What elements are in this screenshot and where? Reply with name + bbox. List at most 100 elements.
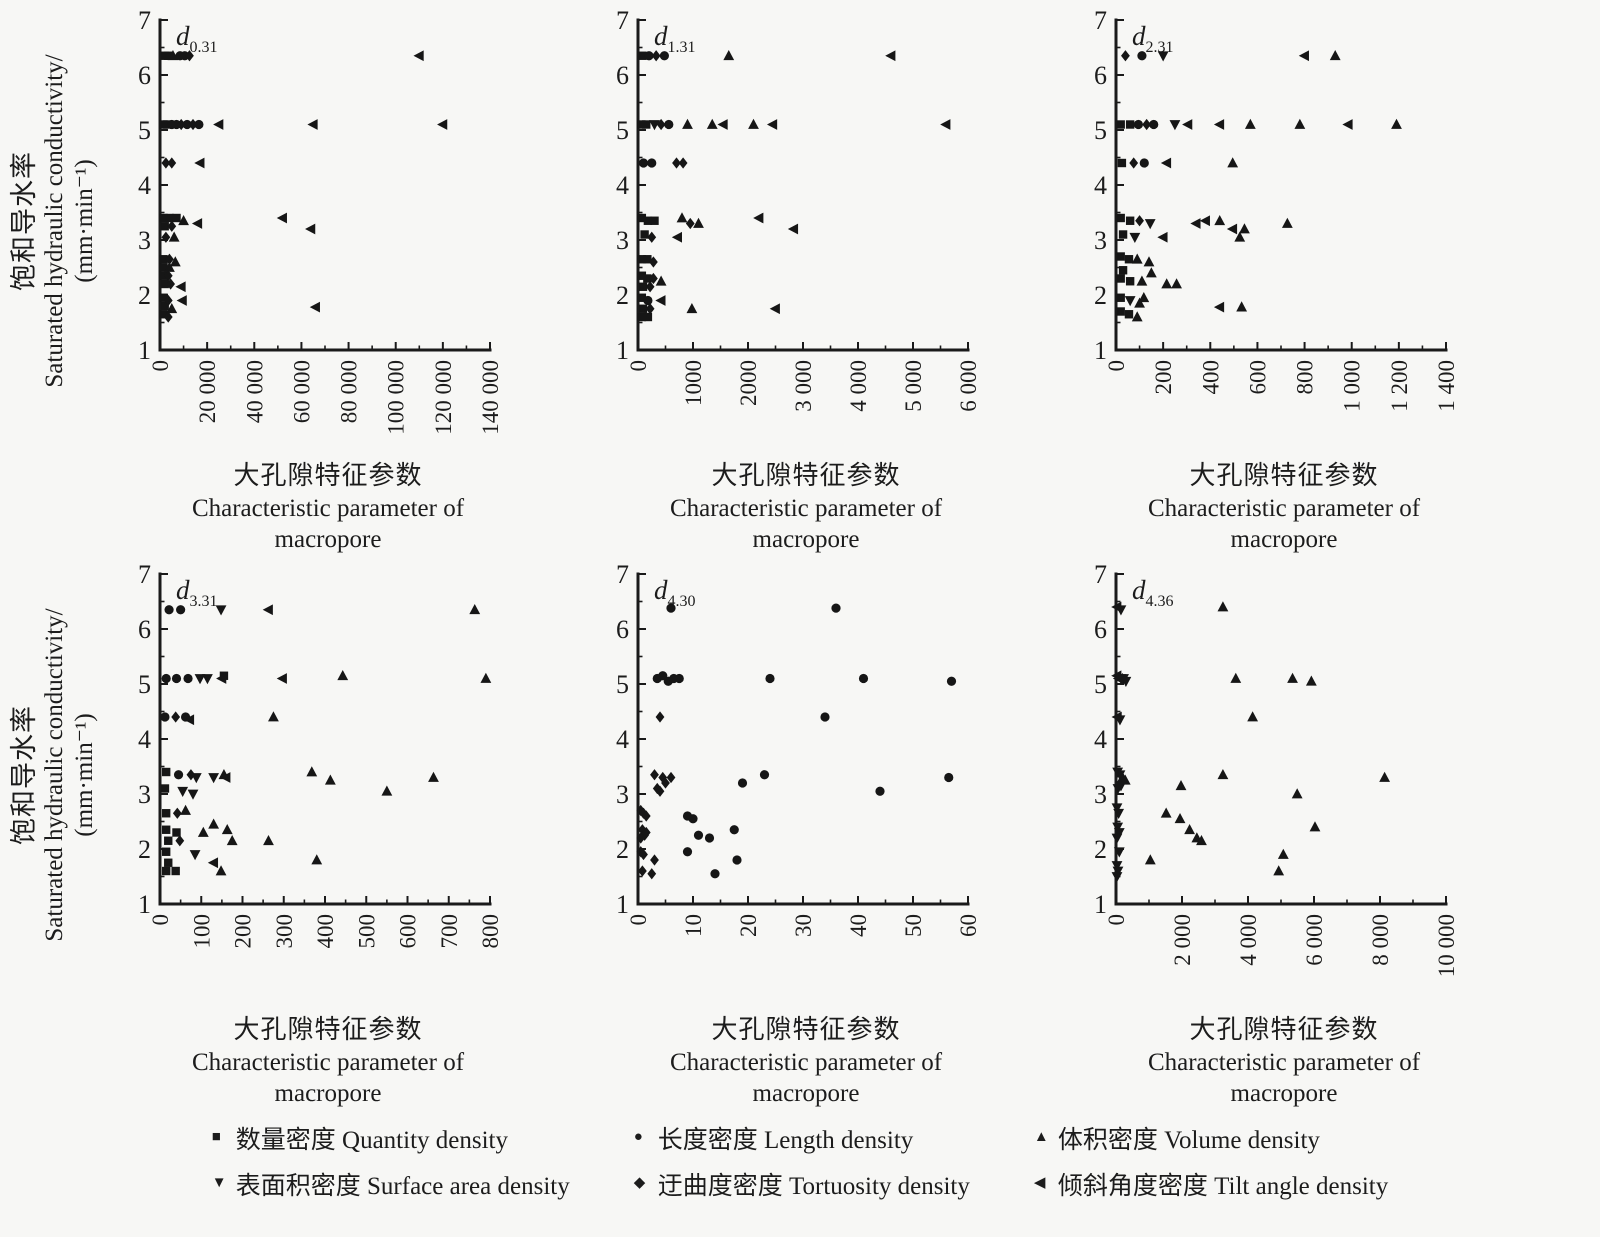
svg-text:1 200: 1 200 [1387, 360, 1412, 412]
scatter-panel-d3-31: 1 2 3 4 5 6 7 0 100 200 300 400 500 600 700 800 d3.31 大孔… [112, 560, 590, 1110]
scatter-plot-d4-36: 1 2 3 4 5 6 7 0 2 000 4 000 6 000 8 000 10 000 d4.36 [1094, 560, 1458, 977]
scatter-plot-d4-30: 1 2 3 4 5 6 7 0 10 20 30 40 50 60 d4.30 [616, 560, 980, 937]
svg-text:4: 4 [138, 171, 151, 200]
svg-text:7: 7 [616, 6, 629, 35]
scatter-panel-d1-31: 1 2 3 4 5 6 7 0 1000 2000 3 000 4 000 5 000 6 000 d1.3… [590, 6, 1068, 556]
svg-text:600: 600 [1245, 360, 1270, 395]
svg-text:700: 700 [437, 914, 462, 949]
caption-zh: 大孔隙特征参数 [233, 1014, 423, 1044]
legend-item-volume-density: ▲ 体积密度 Volume density [1034, 1120, 1388, 1156]
caption-en-1: Characteristic parameter of [669, 494, 943, 522]
x-axis-caption: 大孔隙特征参数 Characteristic parameter of macr… [112, 1014, 502, 1110]
svg-text:1: 1 [1094, 890, 1107, 919]
svg-text:4: 4 [1094, 725, 1107, 754]
legend-label: 表面积密度 Surface area density [235, 1172, 570, 1200]
svg-text:4: 4 [616, 725, 629, 754]
svg-text:d4.30: d4.30 [654, 575, 696, 610]
svg-text:20: 20 [736, 914, 761, 937]
svg-text:1 000: 1 000 [1340, 360, 1365, 412]
legend-column-3: ▲ 体积密度 Volume density ◀ 倾斜角度密度 Tilt angl… [1034, 1120, 1388, 1202]
svg-text:300: 300 [272, 914, 297, 949]
svg-text:1: 1 [616, 336, 629, 365]
svg-text:4 000: 4 000 [846, 360, 871, 412]
y-axis-label-block: 饱和导水率 Saturated hydraulic conductivity/ … [0, 6, 112, 466]
svg-text:5: 5 [616, 670, 629, 699]
svg-text:600: 600 [396, 914, 421, 949]
svg-text:2: 2 [1094, 281, 1107, 310]
caption-zh: 大孔隙特征参数 [711, 1014, 901, 1044]
figure-row-1: 饱和导水率 Saturated hydraulic conductivity/ … [0, 0, 1600, 556]
caption-en-2: macropore [752, 1080, 860, 1107]
svg-text:1 400: 1 400 [1434, 360, 1458, 412]
svg-text:100 000: 100 000 [384, 360, 409, 435]
svg-text:200: 200 [231, 914, 256, 949]
svg-text:1: 1 [616, 890, 629, 919]
scatter-plot-d2-31: 1 2 3 4 5 6 7 0 200 400 600 800 1 000 1 200 1 400 d2.31 [1094, 6, 1458, 412]
diamond-marker-icon: ◆ [633, 1175, 646, 1191]
svg-text:3: 3 [138, 780, 151, 809]
svg-text:10 000: 10 000 [1434, 914, 1458, 977]
square-marker-icon: ■ [211, 1129, 221, 1145]
svg-text:1: 1 [1094, 336, 1107, 365]
svg-text:2 000: 2 000 [1170, 914, 1195, 966]
circle-marker-icon: ● [633, 1129, 643, 1145]
svg-text:100: 100 [189, 914, 214, 949]
svg-text:7: 7 [138, 560, 151, 589]
svg-text:3: 3 [616, 780, 629, 809]
svg-text:7: 7 [1094, 6, 1107, 35]
svg-text:0: 0 [1104, 360, 1129, 372]
svg-text:6: 6 [1094, 61, 1107, 90]
caption-en-1: Characteristic parameter of [191, 494, 465, 522]
scatter-panel-d4-30: 1 2 3 4 5 6 7 0 10 20 30 40 50 60 d4.30 大孔隙特征参数 Charac… [590, 560, 1068, 1110]
svg-text:800: 800 [478, 914, 502, 949]
svg-text:50: 50 [901, 914, 926, 937]
x-axis-caption: 大孔隙特征参数 Characteristic parameter of macr… [112, 460, 502, 556]
caption-en-1: Characteristic parameter of [669, 1048, 943, 1076]
y-axis-label-zh: 饱和导水率 [9, 151, 39, 291]
svg-text:d0.31: d0.31 [176, 21, 218, 56]
caption-en-1: Characteristic parameter of [1147, 494, 1421, 522]
caption-en-2: macropore [752, 526, 860, 554]
svg-text:1: 1 [138, 890, 151, 919]
svg-text:3: 3 [138, 226, 151, 255]
legend-item-tortuosity-density: ◆ 迂曲度密度 Tortuosity density [634, 1166, 970, 1202]
svg-text:140 000: 140 000 [478, 360, 502, 435]
svg-text:1: 1 [138, 336, 151, 365]
y-axis-label-en: Saturated hydraulic conductivity/ [41, 608, 69, 942]
legend-label: 体积密度 Volume density [1057, 1126, 1320, 1154]
svg-text:120 000: 120 000 [431, 360, 456, 435]
scatter-plot-d3-31: 1 2 3 4 5 6 7 0 100 200 300 400 500 600 700 800 d3.31 [138, 560, 502, 949]
legend-column-2: ● 长度密度 Length density ◆ 迂曲度密度 Tortuosity… [634, 1120, 970, 1202]
svg-text:4: 4 [1094, 171, 1107, 200]
svg-text:2000: 2000 [736, 360, 761, 406]
legend-label: 迂曲度密度 Tortuosity density [657, 1172, 970, 1200]
svg-text:6: 6 [616, 61, 629, 90]
svg-text:6: 6 [1094, 615, 1107, 644]
legend-label: 倾斜角度密度 Tilt angle density [1057, 1172, 1389, 1200]
svg-text:d2.31: d2.31 [1132, 21, 1174, 56]
caption-zh: 大孔隙特征参数 [1189, 1014, 1379, 1044]
legend: ■ 数量密度 Quantity density ▼ 表面积密度 Surface … [0, 1120, 1600, 1202]
svg-text:6: 6 [138, 615, 151, 644]
legend-item-tilt-angle-density: ◀ 倾斜角度密度 Tilt angle density [1034, 1166, 1388, 1202]
caption-en-1: Characteristic parameter of [1147, 1048, 1421, 1076]
svg-text:30: 30 [791, 914, 816, 937]
svg-text:2: 2 [1094, 835, 1107, 864]
svg-text:800: 800 [1293, 360, 1318, 395]
legend-item-quantity-density: ■ 数量密度 Quantity density [212, 1120, 570, 1156]
legend-column-1: ■ 数量密度 Quantity density ▼ 表面积密度 Surface … [212, 1120, 570, 1202]
svg-text:0: 0 [148, 360, 173, 372]
x-axis-caption: 大孔隙特征参数 Characteristic parameter of macr… [1068, 460, 1458, 556]
svg-text:10: 10 [681, 914, 706, 937]
caption-en-2: macropore [274, 1080, 382, 1107]
svg-text:5 000: 5 000 [901, 360, 926, 412]
caption-en-2: macropore [1230, 526, 1338, 554]
legend-label: 长度密度 Length density [657, 1126, 914, 1154]
legend-item-surface-area-density: ▼ 表面积密度 Surface area density [212, 1166, 570, 1202]
svg-text:500: 500 [354, 914, 379, 949]
y-axis-label-unit: (mm·min⁻¹) [71, 713, 99, 837]
x-axis-caption: 大孔隙特征参数 Characteristic parameter of macr… [590, 460, 980, 556]
svg-text:7: 7 [1094, 560, 1107, 589]
y-axis-label-block: 饱和导水率 Saturated hydraulic conductivity/ … [0, 560, 112, 1020]
